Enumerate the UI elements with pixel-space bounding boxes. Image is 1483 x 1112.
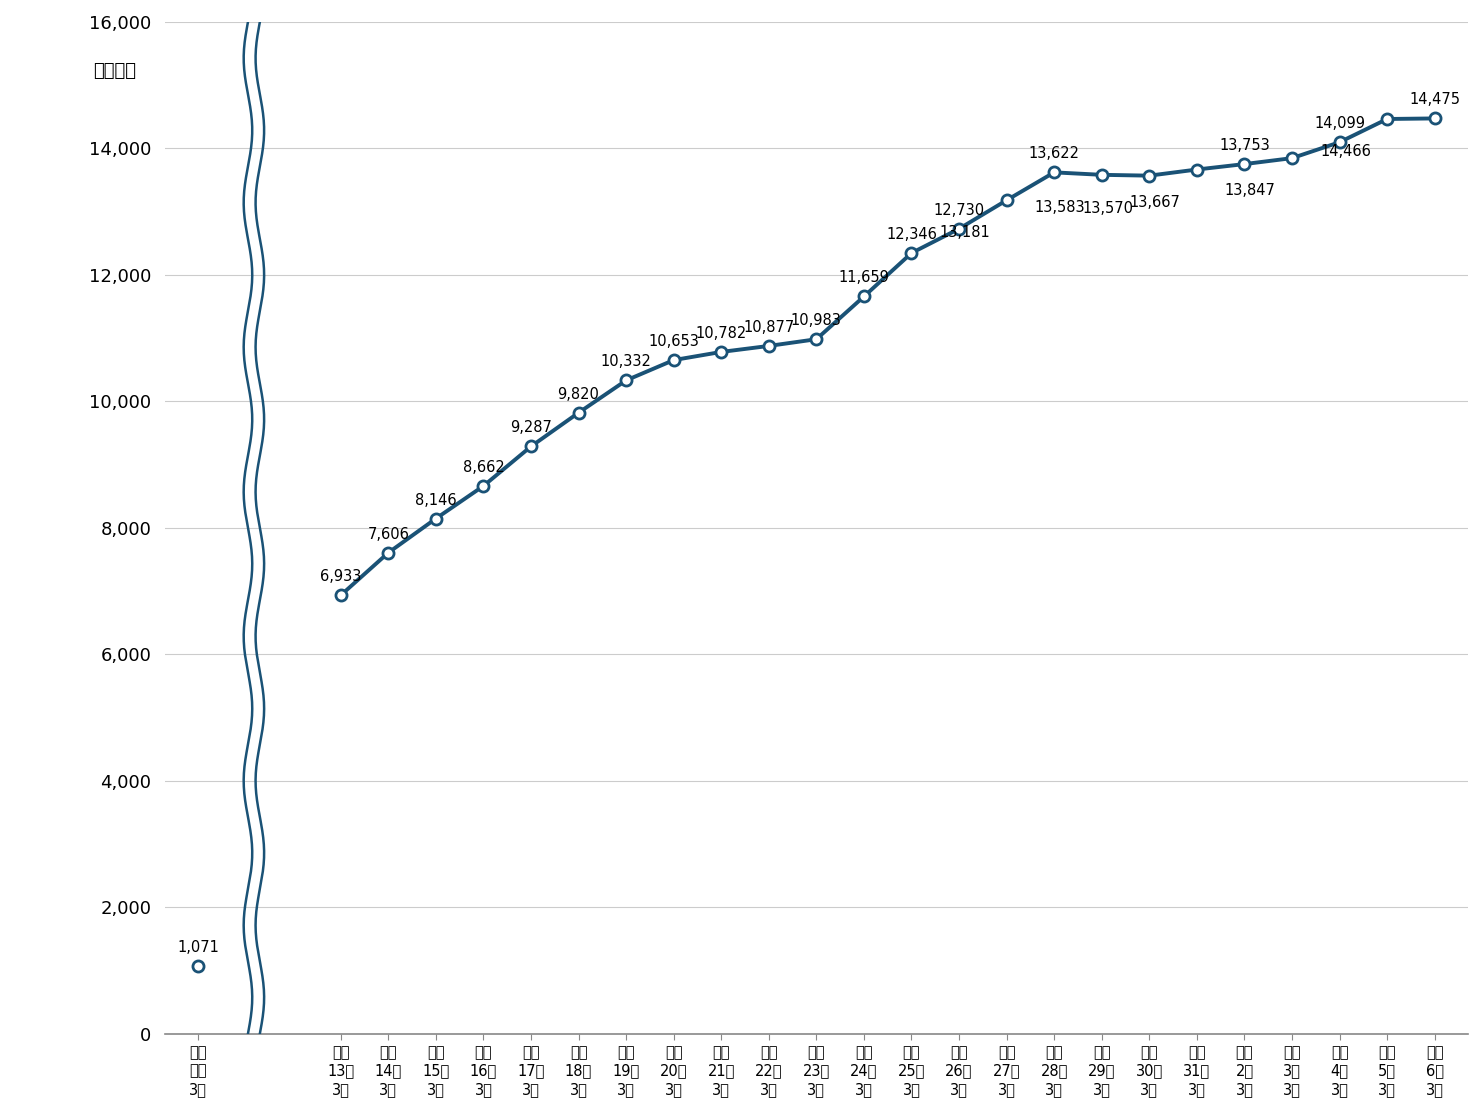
Text: 11,659: 11,659 (838, 270, 890, 286)
Text: 13,570: 13,570 (1083, 200, 1133, 216)
Text: 9,820: 9,820 (558, 387, 599, 401)
Text: 8,662: 8,662 (463, 460, 504, 475)
Text: 12,730: 12,730 (933, 202, 985, 218)
Text: 1,071: 1,071 (176, 940, 219, 955)
Text: 12,346: 12,346 (885, 227, 937, 242)
Text: 14,099: 14,099 (1314, 116, 1364, 131)
Text: 14,466: 14,466 (1320, 143, 1370, 159)
Text: 13,753: 13,753 (1219, 138, 1269, 153)
Text: （カ所）: （カ所） (93, 62, 136, 80)
Text: 10,983: 10,983 (790, 314, 842, 328)
Text: 10,653: 10,653 (648, 334, 698, 349)
Text: 13,847: 13,847 (1225, 183, 1275, 198)
Text: 7,606: 7,606 (368, 527, 409, 542)
Text: 13,622: 13,622 (1029, 147, 1080, 161)
Text: 10,782: 10,782 (696, 326, 747, 340)
Text: 8,146: 8,146 (415, 493, 457, 507)
Text: 13,667: 13,667 (1130, 195, 1180, 209)
Text: 6,933: 6,933 (320, 569, 362, 584)
Text: 14,475: 14,475 (1409, 92, 1461, 108)
Text: 13,583: 13,583 (1035, 200, 1086, 215)
Text: 10,877: 10,877 (743, 320, 795, 335)
Text: 9,287: 9,287 (510, 420, 552, 436)
Text: 13,181: 13,181 (940, 226, 991, 240)
Text: 10,332: 10,332 (601, 355, 651, 369)
